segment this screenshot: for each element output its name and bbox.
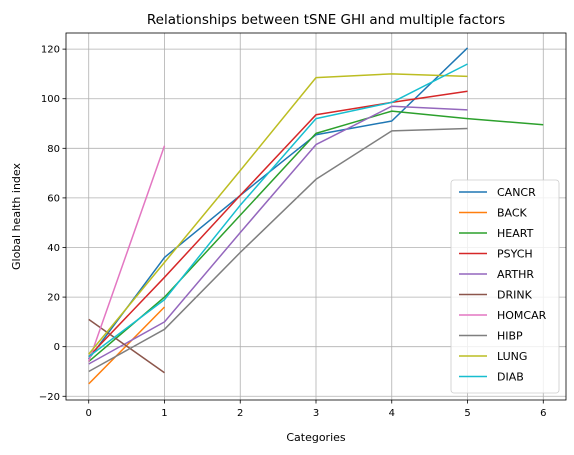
legend: CANCR BACK HEART PSYCH ARTHR DRINK HOMCAR HIBP L… xyxy=(450,179,560,394)
legend-label: BACK xyxy=(497,207,528,220)
series-line-arthr xyxy=(88,105,468,365)
legend-label: ARTHR xyxy=(497,268,534,281)
y-tick-label: 20 xyxy=(47,293,60,304)
y-axis: −20 0 20 40 60 80 100 120 xyxy=(39,45,66,403)
legend-label: CANCR xyxy=(497,186,536,199)
y-tick-label: 80 xyxy=(47,144,60,155)
chart-title: Relationships between tSNE GHI and multi… xyxy=(147,12,505,28)
legend-label: DIAB xyxy=(497,371,524,384)
y-tick-label: 120 xyxy=(41,45,60,56)
x-tick-label: 0 xyxy=(86,408,92,419)
y-axis-label: Global health index xyxy=(10,163,23,270)
legend-label: PSYCH xyxy=(497,248,533,261)
y-tick-label: 60 xyxy=(47,193,60,204)
legend-label: HEART xyxy=(497,227,534,240)
series-line-cancr xyxy=(88,47,469,360)
series-line-drink xyxy=(88,318,165,374)
x-axis: 0 1 2 3 4 5 6 xyxy=(86,400,546,419)
legend-label: HIBP xyxy=(497,330,523,343)
x-tick-label: 5 xyxy=(464,408,470,419)
series-line-homcar xyxy=(87,145,166,362)
series-line-diab xyxy=(88,63,468,358)
series-line-lung xyxy=(88,73,468,355)
series-lines xyxy=(87,47,544,385)
series-line-hibp xyxy=(88,127,468,373)
series-line-psych xyxy=(88,90,468,358)
legend-label: DRINK xyxy=(497,289,533,302)
x-tick-label: 1 xyxy=(161,408,167,419)
y-tick-label: −20 xyxy=(39,392,60,403)
legend-label: HOMCAR xyxy=(497,309,547,322)
x-tick-label: 4 xyxy=(389,408,395,419)
x-tick-label: 6 xyxy=(540,408,546,419)
y-tick-label: 100 xyxy=(41,94,60,105)
series-line-heart xyxy=(88,110,544,363)
x-tick-label: 3 xyxy=(313,408,319,419)
x-axis-label: Categories xyxy=(286,431,346,444)
x-tick-label: 2 xyxy=(237,408,243,419)
y-tick-label: 40 xyxy=(47,243,60,254)
y-tick-label: 0 xyxy=(54,342,60,353)
legend-label: LUNG xyxy=(497,350,527,363)
